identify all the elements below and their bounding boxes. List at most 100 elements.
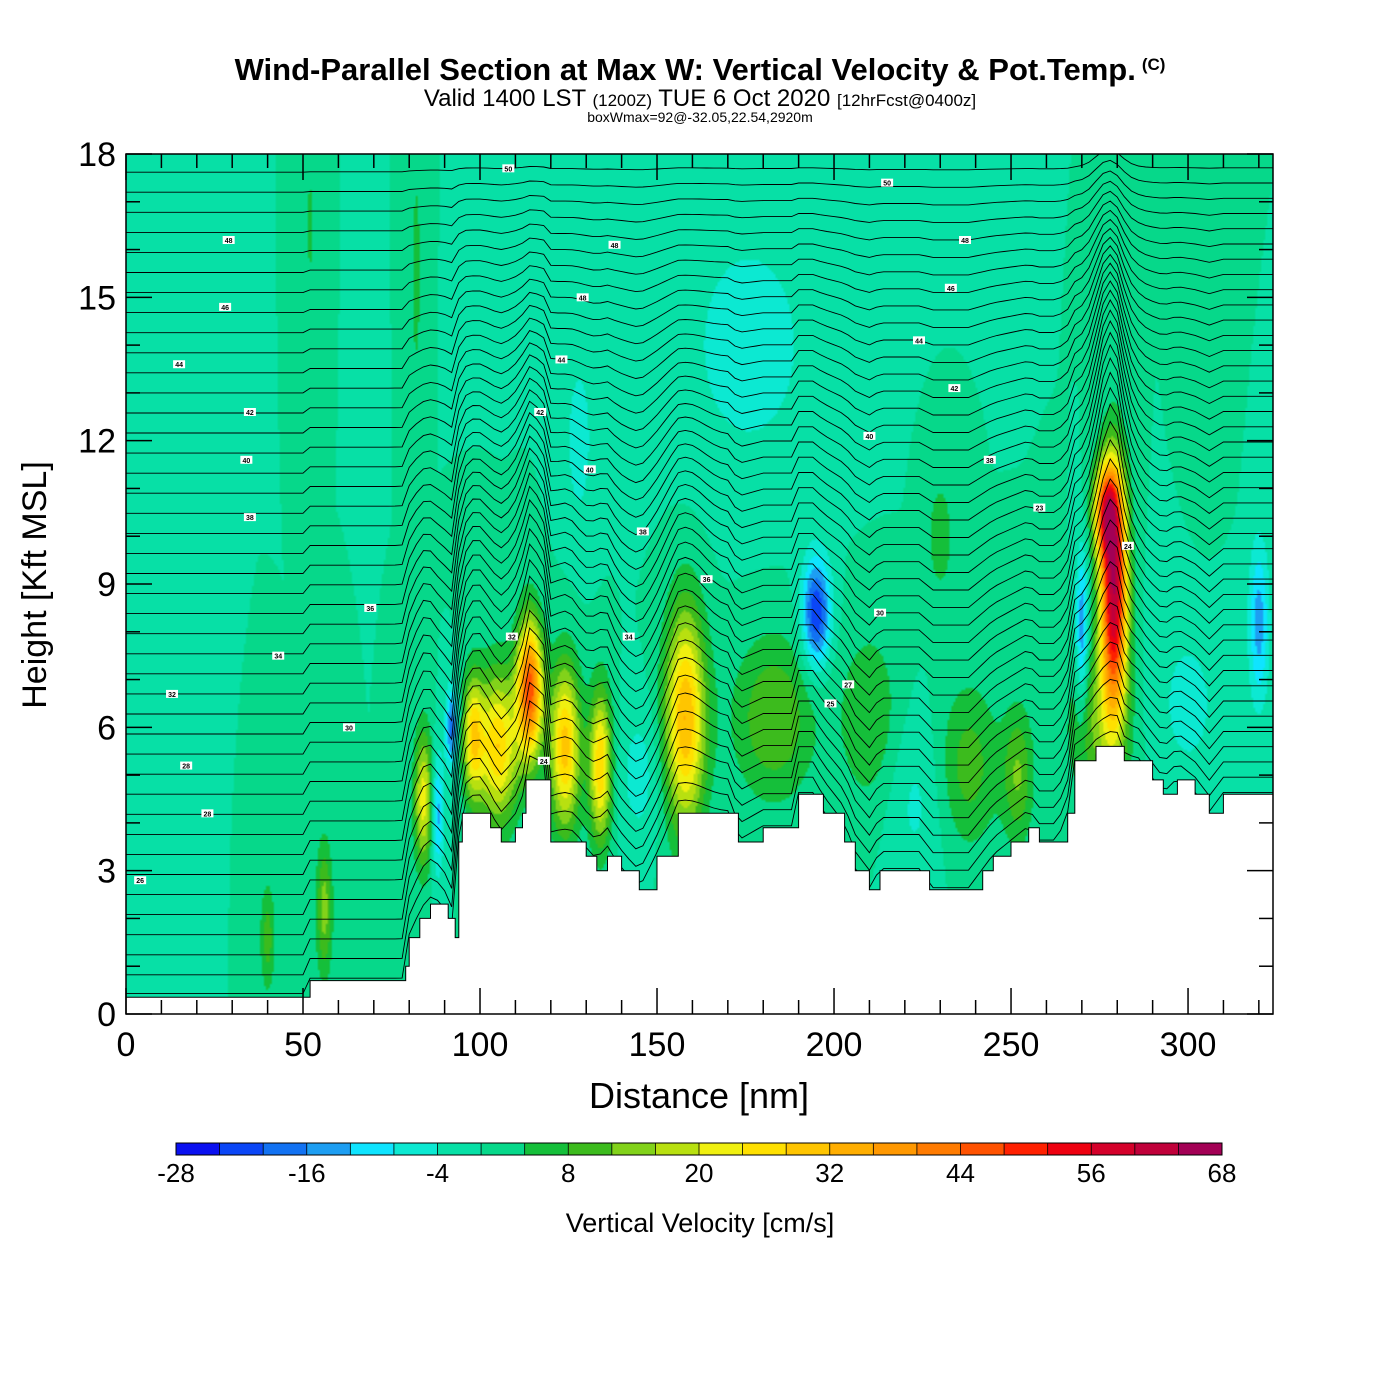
chart-title-text: Wind-Parallel Section at Max W: Vertical… bbox=[234, 52, 1136, 87]
svg-text:42: 42 bbox=[950, 386, 958, 393]
y-tick-label: 9 bbox=[97, 566, 116, 604]
theta-label: 38 bbox=[243, 513, 256, 522]
theta-label: 50 bbox=[881, 178, 894, 188]
colorbar-tick-label: 32 bbox=[815, 1158, 844, 1188]
y-tick-label: 3 bbox=[97, 853, 116, 891]
theta-contour bbox=[126, 299, 1273, 494]
theta-label: 36 bbox=[700, 575, 713, 584]
theta-contour bbox=[126, 477, 1273, 735]
colorbar-swatch bbox=[611, 1143, 656, 1155]
theta-label: 38 bbox=[983, 455, 996, 465]
theta-label: 38 bbox=[636, 527, 649, 536]
theta-contour bbox=[126, 498, 1273, 755]
theta-contour bbox=[126, 641, 1273, 896]
colorbar-tick-label: -4 bbox=[426, 1158, 449, 1188]
svg-text:27: 27 bbox=[844, 682, 852, 689]
svg-text:42: 42 bbox=[246, 410, 254, 417]
theta-label: 24 bbox=[537, 756, 550, 766]
colorbar-swatch bbox=[524, 1143, 569, 1155]
colorbar-swatch bbox=[263, 1143, 308, 1155]
svg-text:28: 28 bbox=[204, 811, 212, 818]
theta-contour bbox=[126, 245, 1273, 374]
colorbar-swatch bbox=[350, 1143, 395, 1155]
theta-label: 34 bbox=[272, 651, 285, 661]
theta-contour bbox=[126, 420, 1273, 675]
theta-contour bbox=[126, 130, 1273, 138]
y-tick-label: 0 bbox=[97, 996, 116, 1034]
colorbar-swatch bbox=[481, 1143, 526, 1155]
potential-temperature-contours bbox=[126, 130, 1273, 995]
theta-label: 42 bbox=[534, 408, 547, 417]
colorbar-swatch bbox=[1091, 1143, 1136, 1155]
x-tick-label: 250 bbox=[983, 1026, 1040, 1064]
theta-contour bbox=[126, 343, 1273, 574]
y-tick-label: 18 bbox=[78, 136, 116, 174]
colorbar-swatch bbox=[1178, 1143, 1223, 1155]
theta-label: 36 bbox=[364, 603, 377, 613]
valid-utc: (1200Z) bbox=[592, 91, 652, 110]
colorbar-swatch bbox=[1134, 1143, 1179, 1155]
svg-text:50: 50 bbox=[883, 181, 891, 188]
colorbar-swatch bbox=[219, 1143, 264, 1155]
theta-label: 27 bbox=[842, 680, 855, 689]
svg-text:48: 48 bbox=[611, 243, 619, 250]
colorbar-label: Vertical Velocity [cm/s] bbox=[566, 1208, 835, 1238]
y-tick-label: 12 bbox=[78, 423, 116, 461]
forecast-info: [12hrFcst@0400z] bbox=[836, 91, 977, 110]
theta-label: 28 bbox=[180, 761, 193, 771]
plot-area: 50 50 48 48 48 48 46 46 44 44 44 42 42 42 40 40 40 38 38 38… bbox=[126, 130, 1273, 1014]
colorbar-tick-label: 56 bbox=[1077, 1158, 1106, 1188]
colorbar-swatch bbox=[393, 1143, 438, 1155]
colorbar-tick-label: -28 bbox=[157, 1158, 195, 1188]
theta-label: 30 bbox=[343, 723, 356, 732]
svg-text:40: 40 bbox=[586, 467, 594, 474]
svg-text:38: 38 bbox=[986, 458, 994, 465]
svg-text:44: 44 bbox=[558, 357, 566, 364]
svg-text:46: 46 bbox=[221, 305, 229, 312]
svg-text:38: 38 bbox=[246, 515, 254, 522]
box-wmax-note: boxWmax=92@-32.05,22.54,2920m bbox=[587, 109, 813, 125]
theta-contour bbox=[126, 331, 1273, 554]
svg-text:36: 36 bbox=[703, 577, 711, 584]
theta-contour bbox=[126, 180, 1273, 233]
theta-contour bbox=[126, 309, 1273, 514]
theta-label: 48 bbox=[576, 293, 589, 302]
svg-text:26: 26 bbox=[136, 878, 144, 885]
theta-label: 40 bbox=[863, 431, 876, 441]
colorbar-tick-label: 44 bbox=[946, 1158, 975, 1188]
theta-contour bbox=[126, 159, 1273, 193]
theta-contour bbox=[126, 714, 1273, 976]
colorbar-swatch bbox=[916, 1143, 961, 1155]
svg-text:30: 30 bbox=[876, 611, 884, 618]
colorbar-swatch bbox=[786, 1143, 831, 1155]
theta-contour bbox=[126, 236, 1273, 354]
svg-text:23: 23 bbox=[1035, 506, 1043, 513]
theta-contour bbox=[126, 262, 1273, 414]
chart-subtitle: Valid 1400 LST (1200Z) TUE 6 Oct 2020 [1… bbox=[0, 87, 1400, 113]
y-tick-label: 15 bbox=[78, 279, 116, 317]
theta-contour bbox=[126, 581, 1273, 835]
svg-text:48: 48 bbox=[225, 238, 233, 245]
theta-contour bbox=[126, 218, 1273, 314]
colorbar-tick-label: 8 bbox=[561, 1158, 575, 1188]
valid-time: Valid 1400 LST bbox=[423, 85, 586, 112]
svg-text:36: 36 bbox=[366, 606, 374, 613]
theta-contour bbox=[126, 170, 1273, 213]
theta-label: 46 bbox=[219, 302, 232, 312]
theta-label: 42 bbox=[948, 384, 961, 393]
x-tick-label: 150 bbox=[629, 1026, 686, 1064]
theta-label: 26 bbox=[134, 876, 147, 885]
svg-text:30: 30 bbox=[345, 725, 353, 732]
theta-contour bbox=[126, 138, 1273, 153]
theta-label: 46 bbox=[944, 283, 957, 293]
theta-contour bbox=[126, 403, 1273, 655]
colorbar-tick-label: 20 bbox=[685, 1158, 714, 1188]
theta-label: 48 bbox=[959, 236, 972, 245]
theta-contour bbox=[126, 357, 1273, 595]
theta-contour bbox=[126, 438, 1273, 695]
theta-contour bbox=[126, 660, 1273, 916]
y-tick-label: 6 bbox=[97, 709, 116, 747]
svg-text:42: 42 bbox=[536, 410, 544, 417]
